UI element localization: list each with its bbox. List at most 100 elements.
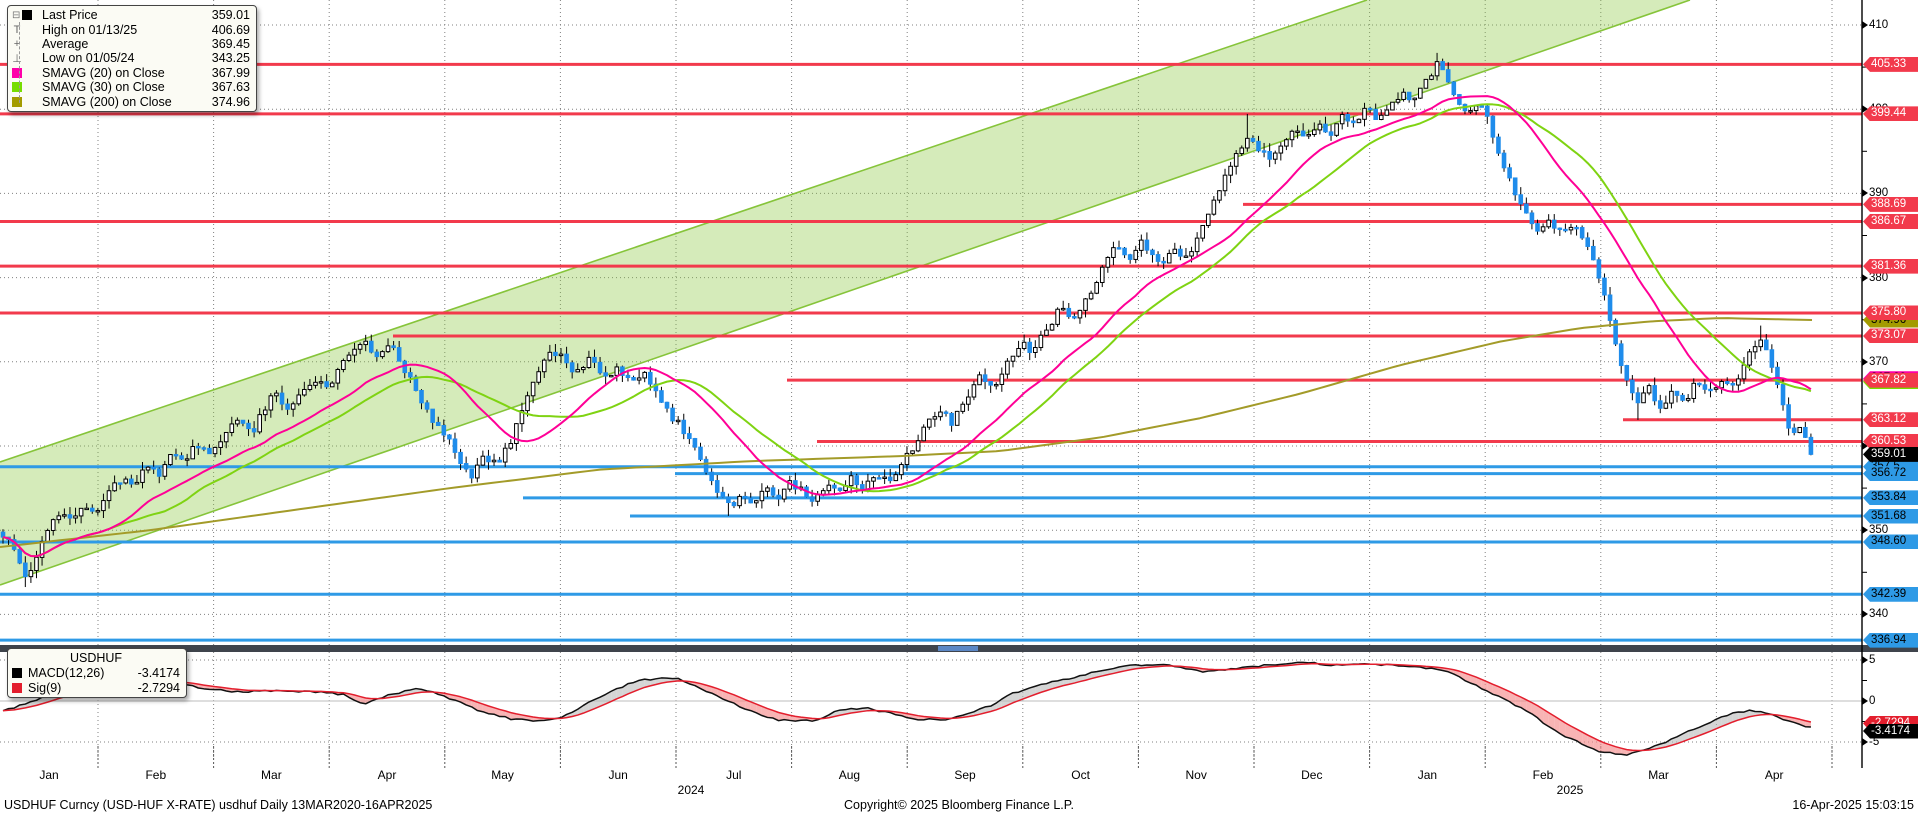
price-axis-label[interactable]: 386.67 [1863, 213, 1918, 229]
price-axis-tick: 380 [1862, 272, 1888, 284]
price-axis-label[interactable]: 353.84 [1863, 490, 1918, 506]
legend-value: 367.63 [211, 80, 250, 95]
x-axis-month-label: Apr [377, 768, 397, 782]
price-axis-label[interactable]: 356.72 [1863, 466, 1918, 482]
price-axis-label[interactable]: 381.36 [1863, 258, 1918, 274]
legend-label: SMAVG (20) on Close [42, 65, 165, 80]
price-axis-label[interactable]: 336.94 [1863, 632, 1918, 648]
tick-arrow-icon [1862, 738, 1868, 746]
legend-label: SMAVG (200) on Close [42, 94, 172, 109]
price-axis-label[interactable]: 342.39 [1863, 586, 1918, 602]
price-axis-label[interactable]: 375.80 [1863, 305, 1918, 321]
price-axis [1861, 0, 1867, 768]
price-axis-label[interactable]: 399.44 [1863, 106, 1918, 122]
legend-value: 359.01 [211, 8, 250, 23]
x-axis-month-label: Feb [145, 768, 167, 782]
macd-axis-tick: 0 [1862, 695, 1875, 707]
smavg20-swatch-icon [12, 67, 22, 78]
legend-value: 406.69 [211, 22, 250, 37]
average-marker-icon: + [13, 37, 21, 50]
legend-row-sig: Sig(9) -2.7294 [12, 680, 180, 695]
gridlines [0, 0, 1862, 768]
smavg200-swatch-icon [12, 96, 22, 107]
sig-swatch-icon [12, 682, 22, 693]
tick-arrow-icon [1862, 656, 1868, 664]
macd-axis-tick: 5 [1862, 654, 1875, 666]
tick-arrow-icon [1862, 273, 1868, 282]
macd-swatch-icon [12, 668, 22, 679]
x-axis-year-label: 2024 [677, 783, 705, 797]
macd-legend[interactable]: USDHUF MACD(12,26) -3.4174 Sig(9) -2.729… [7, 648, 187, 698]
x-axis-month-label: Oct [1071, 768, 1090, 782]
x-axis-month-label: Jun [608, 768, 628, 782]
macd-panel [2, 661, 1812, 756]
tree-toggle-icon[interactable]: ⊟ [12, 9, 21, 21]
legend-row-last-price: ⊟ Last Price 359.01 [12, 8, 250, 22]
price-axis-label[interactable]: 359.01 [1863, 446, 1918, 462]
x-axis-month-label: Jan [1417, 768, 1438, 782]
price-axis-tick: 340 [1862, 608, 1888, 620]
x-axis-year-label: 2025 [1556, 783, 1584, 797]
tick-arrow-icon [1862, 357, 1868, 366]
footer-bar: USDHUF Curncy (USD-HUF X-RATE) usdhuf Da… [0, 798, 1918, 814]
legend-row-macd: MACD(12,26) -3.4174 [12, 666, 180, 680]
legend-value: -3.4174 [137, 666, 180, 681]
smavg-lines [0, 95, 1813, 558]
legend-label: SMAVG (30) on Close [42, 80, 165, 95]
macd-axis-tick: -5 [1862, 736, 1879, 748]
x-axis-month-label: Feb [1532, 768, 1554, 782]
legend-label: MACD(12,26) [28, 666, 105, 681]
x-axis-month-label: Jul [726, 768, 742, 782]
legend-value: 343.25 [211, 51, 250, 66]
x-axis-month-label: Nov [1185, 768, 1207, 782]
price-axis-label[interactable]: 348.60 [1863, 534, 1918, 550]
high-marker-icon: T [13, 23, 21, 36]
legend-label: High on 01/13/25 [42, 22, 138, 37]
tick-arrow-icon [1862, 697, 1868, 705]
macd-last-label[interactable]: -3.4174 [1863, 723, 1918, 739]
price-axis-label[interactable]: 373.07 [1863, 328, 1918, 344]
candlestick-series[interactable] [0, 52, 1814, 588]
price-axis-tick: 410 [1862, 19, 1888, 31]
price-axis-label[interactable]: 363.12 [1863, 412, 1918, 428]
x-axis-month-label: Aug [838, 768, 861, 782]
price-axis-label[interactable]: 360.53 [1863, 434, 1918, 450]
macd-legend-title: USDHUF [69, 651, 123, 665]
x-axis-month-label: Dec [1301, 768, 1323, 782]
legend-label: Average [42, 36, 89, 51]
x-axis-month-label: Mar [1648, 768, 1669, 782]
x-axis-month-label: Apr [1764, 768, 1784, 782]
tick-arrow-icon [1862, 526, 1868, 535]
legend-row-smavg30: SMAVG (30) on Close 367.63 [12, 80, 250, 94]
legend-label: Sig(9) [28, 680, 62, 695]
tick-arrow-icon [1862, 442, 1868, 450]
price-axis-tick: 370 [1862, 356, 1888, 368]
last-price-swatch-icon [22, 10, 33, 21]
smavg30-swatch-icon [12, 82, 22, 93]
price-axis-label[interactable]: 351.68 [1863, 508, 1918, 524]
x-axis-month-label: Jan [39, 768, 59, 782]
tick-arrow-icon [1862, 105, 1868, 114]
tick-arrow-icon [1862, 610, 1868, 619]
price-axis-label[interactable]: 367.82 [1863, 372, 1918, 388]
legend-row-smavg200: SMAVG (200) on Close 374.96 [12, 94, 250, 109]
copyright-text: Copyright© 2025 Bloomberg Finance L.P. [844, 798, 1074, 812]
legend-tree-connector [19, 22, 20, 103]
legend-row-high: T High on 01/13/25 406.69 [12, 22, 250, 37]
legend-value: 367.99 [211, 65, 250, 80]
tick-arrow-icon [1862, 21, 1868, 29]
legend-value: 374.96 [211, 94, 250, 109]
price-axis-tick: 350 [1862, 524, 1888, 536]
price-axis-label[interactable]: 388.69 [1863, 196, 1918, 212]
x-axis-month-label: Sep [954, 768, 976, 782]
low-marker-icon: ⊥ [12, 52, 22, 65]
horizontal-price-lines [0, 62, 1862, 642]
price-legend[interactable]: ⊟ Last Price 359.01 T High on 01/13/25 4… [7, 5, 257, 112]
legend-value: -2.7294 [137, 680, 180, 695]
chart-description: USDHUF Curncy (USD-HUF X-RATE) usdhuf Da… [4, 798, 433, 812]
price-axis-label[interactable]: 405.33 [1863, 56, 1918, 72]
legend-label: Low on 01/05/24 [42, 51, 135, 66]
divider-handle[interactable] [938, 646, 978, 651]
